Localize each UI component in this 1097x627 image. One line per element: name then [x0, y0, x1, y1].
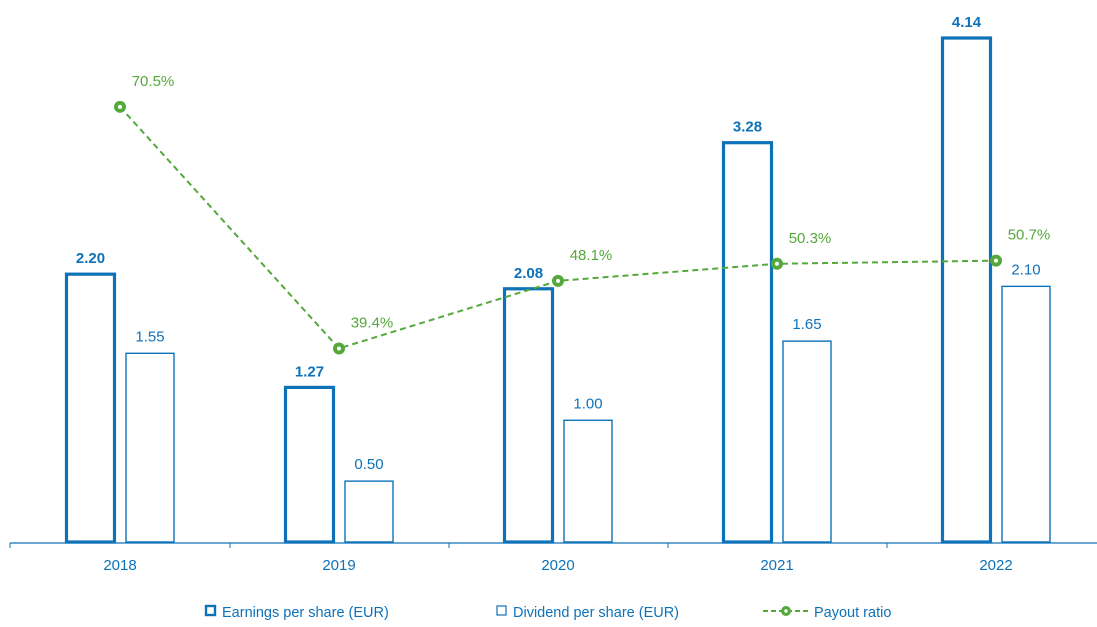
eps-label-2018: 2.20 — [76, 250, 105, 267]
legend-eps-swatch — [204, 604, 217, 617]
bars-layer: 2.20 1.55 1.27 0.50 2.08 1.00 3.28 1.65 4.14 2.10 — [64, 14, 1051, 544]
x-tick-label-2022: 2022 — [979, 557, 1012, 574]
dps-bar-2020 — [563, 419, 613, 543]
dps-label-2020: 1.00 — [573, 395, 602, 412]
payout-label-2021: 50.3% — [789, 230, 832, 247]
legend-dps-swatch — [496, 605, 507, 616]
dps-label-2018: 1.55 — [135, 328, 164, 345]
eps-label-2019: 1.27 — [295, 363, 324, 380]
eps-bar-2021 — [721, 141, 774, 544]
payout-point-center-2019 — [337, 346, 341, 351]
dps-label-2022: 2.10 — [1011, 261, 1040, 278]
eps-bar-2019 — [283, 385, 336, 544]
x-tick-label-2021: 2021 — [760, 557, 793, 574]
dps-bar-2019 — [344, 480, 394, 543]
eps-bar-2022 — [940, 36, 993, 544]
payout-line — [119, 106, 997, 350]
legend-eps-label: Earnings per share (EUR) — [222, 605, 389, 621]
eps-bar-2020 — [502, 287, 555, 544]
payout-point-center-2018 — [118, 104, 122, 109]
payout-point-center-2020 — [556, 278, 560, 283]
legend-payout-marker-center — [784, 609, 788, 613]
payout-label-2018: 70.5% — [132, 73, 175, 90]
eps-label-2021: 3.28 — [733, 119, 762, 136]
legend-payout-label: Payout ratio — [814, 605, 891, 621]
eps-bar-2018 — [64, 272, 117, 544]
x-tick-label-2019: 2019 — [322, 557, 355, 574]
dps-bar-2021 — [782, 340, 832, 543]
eps-label-2022: 4.14 — [952, 14, 982, 31]
dps-label-2021: 1.65 — [792, 316, 821, 333]
eps-label-2020: 2.08 — [514, 265, 543, 282]
x-axis: 2018 2019 2020 2021 2022 — [9, 542, 1097, 574]
payout-label-2020: 48.1% — [570, 247, 613, 264]
legend-dps-label: Dividend per share (EUR) — [513, 605, 679, 621]
dps-bar-2018 — [125, 352, 175, 543]
x-tick-label-2020: 2020 — [541, 557, 574, 574]
payout-label-2022: 50.7% — [1008, 227, 1051, 244]
dps-label-2019: 0.50 — [354, 456, 383, 473]
payout-line-layer: 70.5% 39.4% 48.1% 50.3% 50.7% — [114, 73, 1050, 355]
payout-point-center-2022 — [994, 258, 998, 263]
legend: Earnings per share (EUR) Dividend per sha… — [204, 604, 891, 621]
payout-label-2019: 39.4% — [351, 314, 394, 331]
dps-bar-2022 — [1001, 285, 1051, 543]
x-tick-label-2018: 2018 — [103, 557, 136, 574]
payout-point-center-2021 — [775, 261, 779, 266]
